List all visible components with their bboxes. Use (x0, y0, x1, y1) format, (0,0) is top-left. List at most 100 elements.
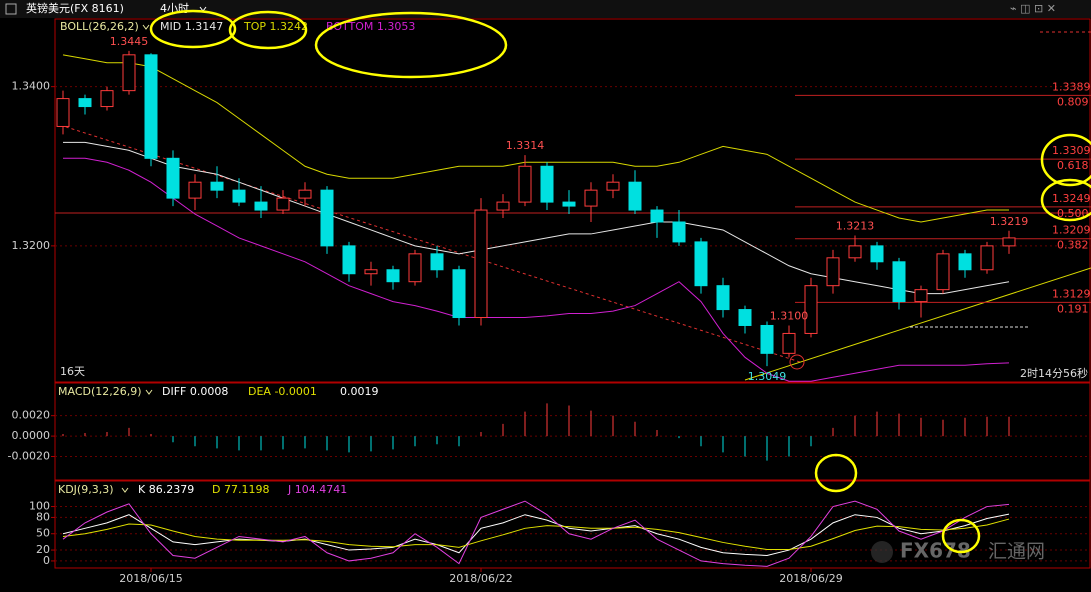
candle-body (100, 90, 114, 108)
candle-body (694, 241, 708, 287)
candle-body (78, 98, 92, 108)
price-annotation: 1.3213 (836, 220, 875, 233)
bollinger-line (62, 54, 1009, 223)
highlight (941, 518, 981, 554)
candle-body (980, 245, 994, 271)
candle-body (562, 201, 576, 207)
kdj-line (62, 518, 1010, 551)
highlight (149, 9, 237, 49)
highlight (314, 11, 508, 79)
fib-ratio: 0.809 (1057, 95, 1089, 108)
marker (789, 354, 805, 370)
fib-ratio: 0.191 (1057, 302, 1089, 315)
candle-body (210, 181, 224, 191)
price-annotation: 1.3100 (770, 309, 809, 322)
chevron[interactable] (145, 389, 153, 395)
candle-body (166, 157, 180, 199)
price-annotation: 1.3219 (990, 215, 1029, 228)
candle-body (650, 209, 664, 223)
fib-price: 1.3389 (1052, 80, 1091, 93)
highlight (1040, 133, 1091, 187)
candle-body (408, 253, 422, 283)
candle-body (738, 309, 752, 326)
y-tick-label: 0 (43, 554, 50, 567)
symbol-title: 英镑美元(FX 8161) (26, 1, 124, 15)
price-annotation: 1.3314 (506, 139, 545, 152)
macd-dea: DEA -0.0001 (248, 385, 317, 398)
candle-body (936, 253, 950, 291)
y-tick-label: -0.0020 (8, 450, 50, 463)
highlight (814, 453, 858, 493)
candle-body (892, 261, 906, 303)
candle-body (430, 253, 444, 271)
candle-body (386, 269, 400, 283)
candle-body (122, 54, 136, 92)
candle-body (782, 332, 796, 354)
highlight (228, 10, 308, 50)
candle-body (56, 98, 70, 127)
macd-label: MACD(12,26,9) (58, 385, 142, 398)
candle-body (628, 181, 642, 211)
legend-entry: MID 1.3147 (160, 20, 223, 33)
fib-price: 1.3209 (1052, 224, 1091, 237)
icon[interactable] (5, 3, 17, 15)
fib-ratio: 0.382 (1057, 239, 1089, 252)
candle-body (474, 209, 488, 319)
legend-entry: J 104.4741 (287, 483, 347, 496)
candle-body (826, 257, 840, 287)
candle-body (320, 189, 334, 247)
x-tick-label: 2018/06/29 (779, 572, 842, 585)
watermark: FX678 (900, 539, 971, 563)
candle-body (254, 201, 268, 211)
y-tick-label: 1.3400 (12, 80, 51, 93)
candle-body (144, 54, 158, 159)
legend-entry: TOP 1.3242 (243, 20, 308, 33)
y-tick-label: 1.3200 (12, 239, 51, 252)
candle-body (760, 324, 774, 354)
bollinger-line (63, 157, 1010, 382)
candle-body (870, 245, 884, 263)
candle-body (276, 197, 290, 211)
candle-body (518, 165, 532, 203)
fib-ratio: 0.500 (1057, 207, 1089, 220)
y-tick-label: 0.0020 (12, 409, 51, 422)
candle-body (848, 245, 862, 259)
x-tick-label: 2018/06/22 (449, 572, 512, 585)
fib-price: 1.3249 (1052, 192, 1091, 205)
candle-body (1002, 237, 1016, 247)
chevron[interactable] (142, 24, 150, 30)
kdj-line (62, 513, 1010, 556)
fib-price: 1.3129 (1052, 287, 1091, 300)
y-tick-label: 20 (36, 543, 50, 556)
price-annotation: 1.3049 (748, 370, 787, 383)
toolbar (0, 0, 1091, 18)
fib-ratio: 0.618 (1057, 159, 1089, 172)
candle-body (496, 201, 510, 211)
candle-body (540, 165, 554, 203)
legend-entry: D 77.1198 (212, 483, 269, 496)
candle-body (342, 245, 356, 275)
macd-diff: DIFF 0.0008 (162, 385, 228, 398)
y-tick-label: 0.0000 (12, 429, 51, 442)
y-tick-label: 80 (36, 510, 50, 523)
candle-body (452, 269, 466, 319)
countdown: 2时14分56秒 (1020, 366, 1088, 380)
trend-line (744, 267, 1091, 381)
candle-body (716, 285, 730, 311)
highlight (1040, 178, 1091, 222)
candle-body (914, 289, 928, 303)
toolbar-icons[interactable]: ⌁ ◫ ⊡ ✕ (1010, 2, 1056, 15)
candle-body (606, 181, 620, 191)
chevron[interactable] (121, 487, 129, 493)
watermark: 汇通网 (988, 541, 1045, 563)
legend-entry: K 86.2379 (138, 483, 194, 496)
fib-price: 1.3309 (1052, 144, 1091, 157)
y-tick-label: 50 (36, 527, 50, 540)
bollinger-line (63, 141, 1010, 295)
macd-value: 0.0019 (340, 385, 379, 398)
y-tick-label: 100 (29, 500, 50, 513)
candle-body (298, 189, 312, 199)
candle-body (188, 181, 202, 199)
indicator-label: BOLL(26,26,2) (60, 20, 139, 33)
candle-body (232, 189, 246, 203)
